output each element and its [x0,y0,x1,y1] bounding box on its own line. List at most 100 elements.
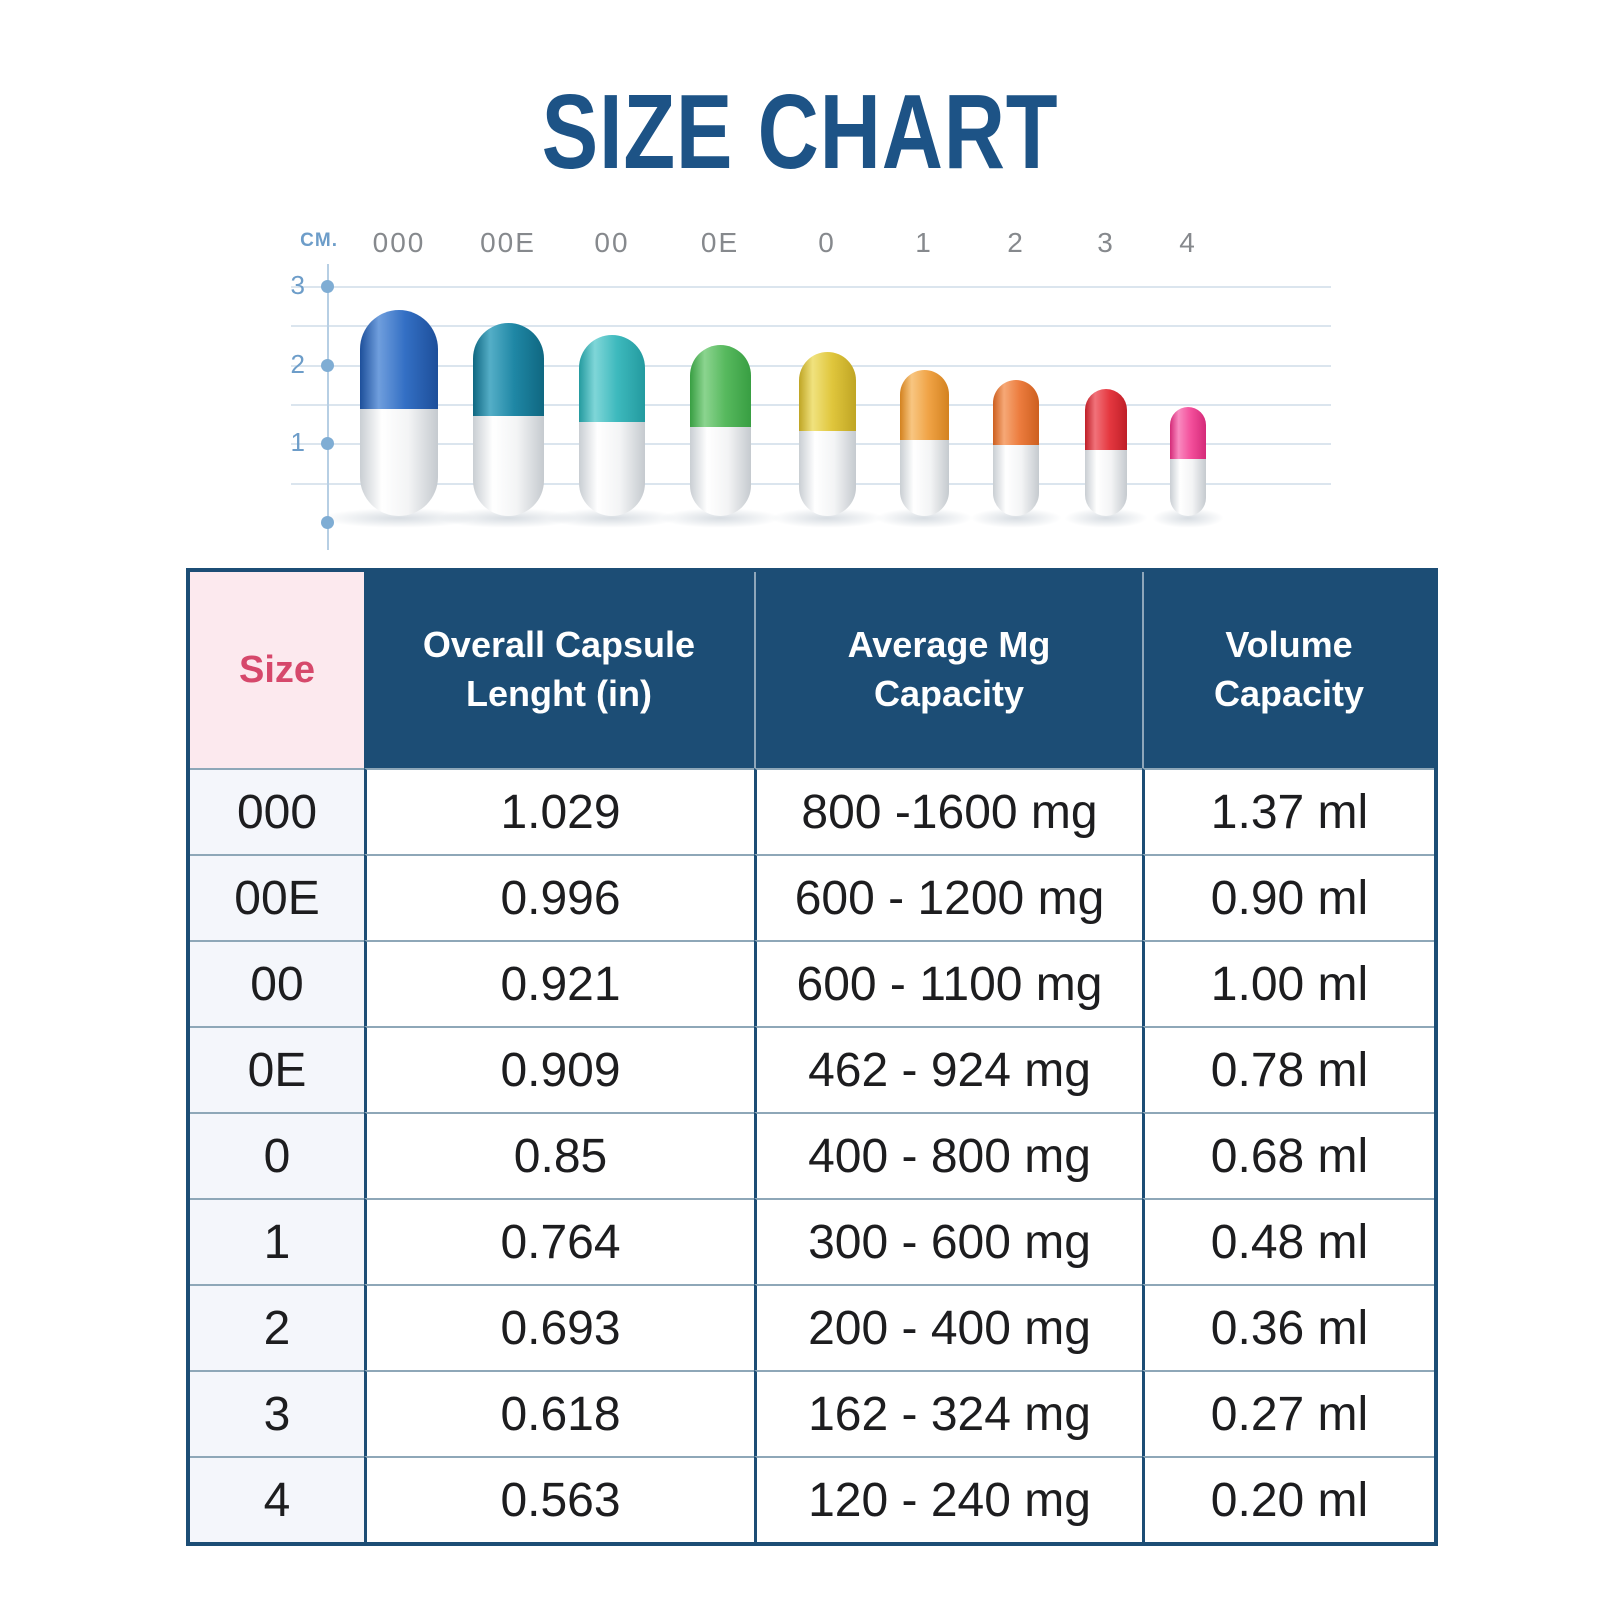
table-row-2: 2 0.693 200 - 400 mg 0.36 ml [190,1284,1434,1370]
capsule-body-000 [360,408,438,516]
cell-length-4: 0.563 [364,1456,754,1542]
cell-length-0: 0.85 [364,1112,754,1198]
cell-volume-4: 0.20 ml [1142,1456,1434,1542]
capsule-illustration-4 [1170,407,1206,516]
header-line: Capacity [1213,673,1365,714]
capsule-shadow-00E [437,508,579,528]
cell-mg-000: 800 -1600 mg [754,768,1142,854]
cell-size-2: 2 [190,1284,364,1370]
capsule-shadow-3 [1064,508,1148,528]
cell-length-1: 0.764 [364,1198,754,1284]
cell-size-1: 1 [190,1198,364,1284]
capsule-cap-2 [993,380,1039,446]
table-row-0: 0 0.85 400 - 800 mg 0.68 ml [190,1112,1434,1198]
col-header-length: Overall Capsule Lenght (in) [364,572,754,768]
cell-length-0E: 0.909 [364,1026,754,1112]
axis-dot-2 [321,359,334,372]
cell-length-00: 0.921 [364,940,754,1026]
capsule-body-00 [579,421,645,516]
cell-mg-00E: 600 - 1200 mg [754,854,1142,940]
table-row-0E: 0E 0.909 462 - 924 mg 0.78 ml [190,1026,1434,1112]
capsule-body-0E [689,427,751,516]
table-row-4: 4 0.563 120 - 240 mg 0.20 ml [190,1456,1434,1542]
header-line: Average Mg [847,624,1051,666]
capsule-label-2: 2 [1007,227,1025,258]
cell-size-4: 4 [190,1456,364,1542]
cell-volume-0E: 0.78 ml [1142,1026,1434,1112]
capsule-shadow-0E [659,508,781,528]
capsule-illustration-00E [472,323,544,516]
capsule-illustration-2 [993,380,1039,516]
axis-tick-label-1: 1 [290,427,305,457]
capsule-body-00E [472,415,544,516]
cell-mg-00: 600 - 1100 mg [754,940,1142,1026]
cell-size-0E: 0E [190,1026,364,1112]
header-line: Lenght (in) [466,673,652,714]
cell-volume-0: 0.68 ml [1142,1112,1434,1198]
capsule-label-1: 1 [915,227,933,258]
col-header-volume: Volume Capacity [1142,572,1434,768]
header-line: Size [238,648,316,691]
capsule-illustration-1 [899,370,949,516]
capsule-cap-0E [689,345,751,428]
capsule-cap-00E [472,323,544,416]
col-header-mg: Average Mg Capacity [754,572,1142,768]
table-row-00: 00 0.921 600 - 1100 mg 1.00 ml [190,940,1434,1026]
cell-mg-2: 200 - 400 mg [754,1284,1142,1370]
size-table: Size Overall Capsule Lenght (in) Average Mg… [186,568,1438,1546]
cell-size-00E: 00E [190,854,364,940]
capsule-label-0: 0 [818,227,836,258]
cell-length-000: 1.029 [364,768,754,854]
capsule-shadow-2 [970,508,1062,528]
capsule-shadow-4 [1152,508,1224,528]
header-row: Size Overall Capsule Lenght (in) Average Mg… [190,572,1434,768]
cell-mg-1: 300 - 600 mg [754,1198,1142,1284]
capsule-shadow-0 [770,508,884,528]
cell-mg-0E: 462 - 924 mg [754,1026,1142,1112]
cell-mg-3: 162 - 324 mg [754,1370,1142,1456]
capsule-illustration-0E [689,345,751,516]
capsule-shadow-000 [321,508,477,528]
capsule-body-2 [993,445,1039,516]
cell-volume-00E: 0.90 ml [1142,854,1434,940]
axis-tick-label-2: 2 [290,349,305,379]
capsule-cap-00 [579,335,645,422]
cell-volume-00: 1.00 ml [1142,940,1434,1026]
cell-length-2: 0.693 [364,1284,754,1370]
table-row-000: 000 1.029 800 -1600 mg 1.37 ml [190,768,1434,854]
header-line: Overall Capsule [422,624,696,666]
cell-volume-1: 0.48 ml [1142,1198,1434,1284]
capsule-cap-1 [899,370,949,441]
capsule-shadow-00 [546,508,678,528]
capsule-cap-000 [360,310,438,409]
capsule-cap-4 [1170,407,1206,460]
gridline-3 [291,286,1331,288]
cell-length-00E: 0.996 [364,854,754,940]
capsule-label-4: 4 [1179,227,1197,258]
table-row-1: 1 0.764 300 - 600 mg 0.48 ml [190,1198,1434,1284]
size-table-body: 000 1.029 800 -1600 mg 1.37 ml 00E 0.996 600 -… [190,768,1434,1542]
axis-tick-label-3: 3 [290,270,305,300]
header-line: Volume [1225,624,1353,666]
axis-dot-3 [321,280,334,293]
cell-volume-2: 0.36 ml [1142,1284,1434,1370]
capsule-size-diagram: 3 2 1 CM. 000 00E 00 0E 0 1 2 3 4 [0,0,1600,560]
table-row-3: 3 0.618 162 - 324 mg 0.27 ml [190,1370,1434,1456]
capsule-label-000: 000 [372,227,426,258]
cm-axis-line [327,264,329,550]
page-title: SIZE CHART [541,73,1059,191]
table-row-00E: 00E 0.996 600 - 1200 mg 0.90 ml [190,854,1434,940]
cell-length-3: 0.618 [364,1370,754,1456]
cell-volume-000: 1.37 ml [1142,768,1434,854]
cell-volume-3: 0.27 ml [1142,1370,1434,1456]
cell-size-0: 0 [190,1112,364,1198]
cell-size-00: 00 [190,940,364,1026]
size-table-header: Size Overall Capsule Lenght (in) Average Mg… [190,572,1434,768]
cm-unit-label: CM. [300,230,338,251]
cell-mg-0: 400 - 800 mg [754,1112,1142,1198]
capsule-label-00E: 00E [480,227,536,258]
axis-dot-1 [321,437,334,450]
capsule-label-00: 00 [594,227,630,258]
cell-size-3: 3 [190,1370,364,1456]
